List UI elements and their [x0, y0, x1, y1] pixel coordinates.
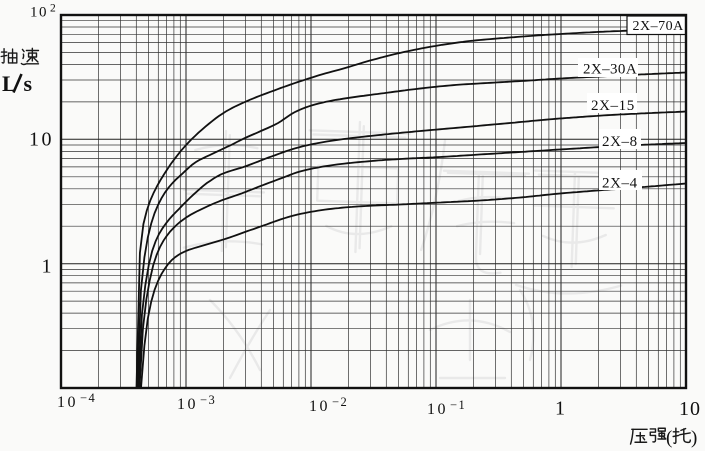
- svg-text:2X–30A: 2X–30A: [583, 62, 637, 78]
- svg-text:10: 10: [679, 398, 701, 420]
- svg-text:1: 1: [555, 398, 565, 420]
- svg-text:2X–15: 2X–15: [591, 98, 635, 114]
- svg-text:(: (: [666, 428, 672, 449]
- svg-text:2X–4: 2X–4: [602, 176, 638, 192]
- svg-text:2X–8: 2X–8: [602, 134, 638, 150]
- svg-text:2X–70A: 2X–70A: [633, 19, 685, 34]
- svg-text:L: L: [2, 71, 17, 96]
- svg-text:1: 1: [42, 256, 52, 278]
- svg-text:10: 10: [29, 129, 54, 151]
- svg-text:): ): [691, 428, 697, 449]
- svg-text:s: s: [24, 71, 33, 96]
